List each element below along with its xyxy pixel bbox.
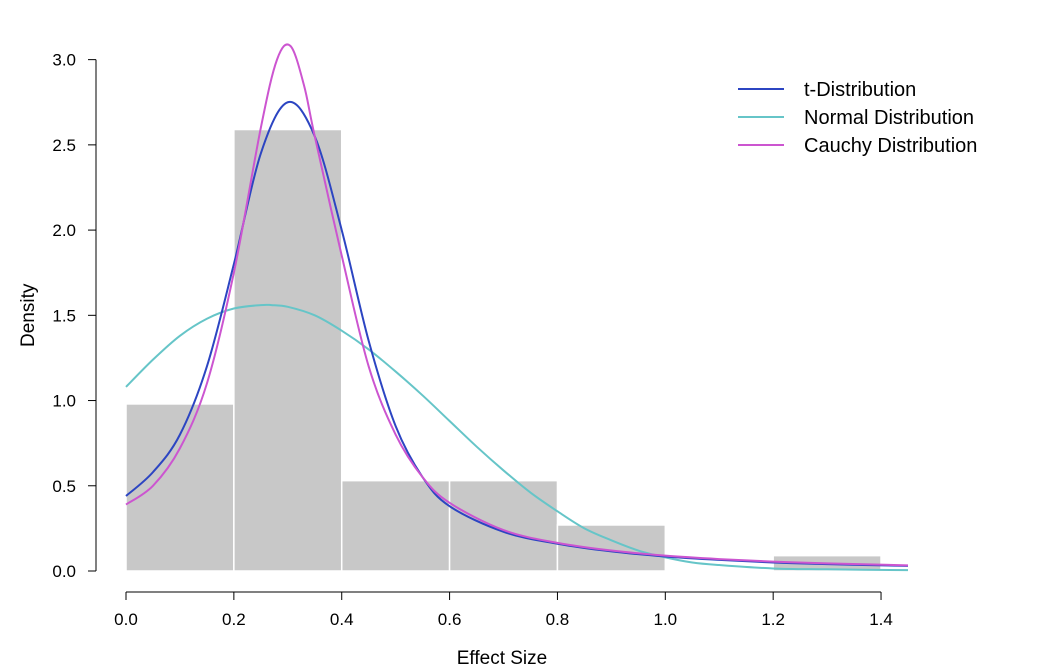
- legend-label-normal-distribution: Normal Distribution: [804, 107, 974, 129]
- y-axis: 0.0 0.5 1.0 1.5 2.0 2.5 3.0: [52, 51, 97, 581]
- y-tick-label: 2.5: [52, 136, 76, 155]
- density-curves: [125, 43, 909, 572]
- y-tick-label: 1.0: [52, 392, 76, 411]
- series-line-cauchy-distribution: [125, 43, 909, 567]
- y-tick-label: 1.5: [52, 306, 76, 325]
- legend-label-cauchy-distribution: Cauchy Distribution: [804, 135, 977, 157]
- y-tick-label: 0.0: [52, 562, 76, 581]
- histogram-bar-1: [233, 128, 343, 572]
- y-tick-label: 3.0: [52, 51, 76, 70]
- y-tick-label: 0.5: [52, 477, 76, 496]
- x-tick-label: 0.2: [222, 610, 246, 629]
- histogram-bar-2: [340, 479, 451, 572]
- histogram-bars: [125, 128, 882, 572]
- x-tick-label: 1.0: [653, 610, 677, 629]
- x-tick-label: 0.8: [546, 610, 570, 629]
- x-axis: 0.0 0.2 0.4 0.6 0.8 1.0 1.2 1.4: [114, 591, 893, 629]
- y-tick-label: 2.0: [52, 221, 76, 240]
- x-tick-label: 0.0: [114, 610, 138, 629]
- legend-label-t-distribution: t-Distribution: [804, 79, 916, 101]
- y-axis-title: Density: [18, 283, 39, 347]
- histogram-bar-0: [125, 403, 235, 572]
- x-tick-label: 1.2: [761, 610, 785, 629]
- legend: t-Distribution Normal Distribution Cauch…: [738, 79, 977, 157]
- histogram-bar-3: [448, 479, 559, 572]
- x-axis-title: Effect Size: [457, 648, 547, 669]
- x-tick-label: 1.4: [869, 610, 893, 629]
- x-tick-label: 0.4: [330, 610, 354, 629]
- series-line-normal-distribution: [125, 303, 909, 572]
- x-tick-label: 0.6: [438, 610, 462, 629]
- histogram-bar-4: [556, 524, 667, 572]
